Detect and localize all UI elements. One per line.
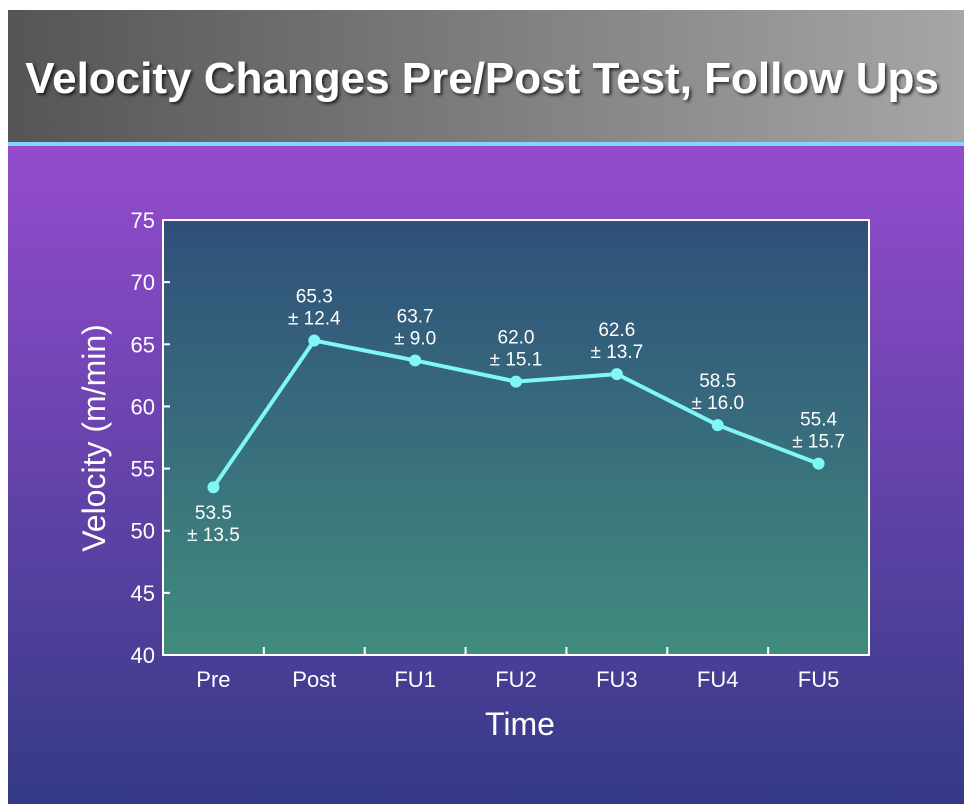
y-tick-label: 70 (131, 270, 155, 295)
error-label: ± 9.0 (394, 328, 436, 349)
header-bar (8, 10, 964, 142)
value-label: 63.7 (397, 306, 434, 327)
y-tick-label: 60 (131, 394, 155, 419)
header-rule (8, 142, 964, 146)
x-tick-label: Post (292, 667, 336, 692)
plot-area (162, 219, 870, 656)
value-label: 55.4 (800, 410, 837, 431)
error-label: ± 15.7 (792, 432, 845, 453)
error-label: ± 16.0 (691, 393, 744, 414)
y-tick-label: 75 (131, 208, 155, 233)
x-axis-label: Time (485, 706, 555, 742)
y-tick-label: 50 (131, 519, 155, 544)
y-axis-label: Velocity (m/min) (76, 324, 112, 552)
y-tick-label: 55 (131, 457, 155, 482)
x-tick-label: FU1 (394, 667, 436, 692)
x-tick-label: Pre (196, 667, 230, 692)
point (812, 457, 825, 470)
x-tick-label: FU5 (798, 667, 840, 692)
value-label: 65.3 (296, 287, 333, 308)
error-label: ± 13.5 (187, 525, 240, 546)
y-tick-label: 65 (131, 332, 155, 357)
error-label: ± 12.4 (288, 309, 341, 330)
point (711, 419, 724, 432)
point (409, 354, 422, 367)
value-label: 53.5 (195, 503, 232, 524)
x-tick-label: FU4 (697, 667, 739, 692)
value-label: 62.6 (598, 320, 635, 341)
error-label: ± 15.1 (490, 350, 543, 371)
chart-title: Velocity Changes Pre/Post Test, Follow U… (25, 54, 939, 103)
y-tick-label: 40 (131, 643, 155, 668)
value-label: 62.0 (498, 328, 535, 349)
value-label: 58.5 (699, 371, 736, 392)
point (510, 375, 522, 388)
error-label: ± 13.7 (591, 342, 644, 363)
x-tick-label: FU3 (596, 667, 638, 692)
x-tick-label: FU2 (495, 667, 537, 692)
point (308, 334, 321, 347)
y-tick-label: 45 (131, 581, 155, 606)
point (610, 368, 623, 381)
point (207, 481, 220, 494)
